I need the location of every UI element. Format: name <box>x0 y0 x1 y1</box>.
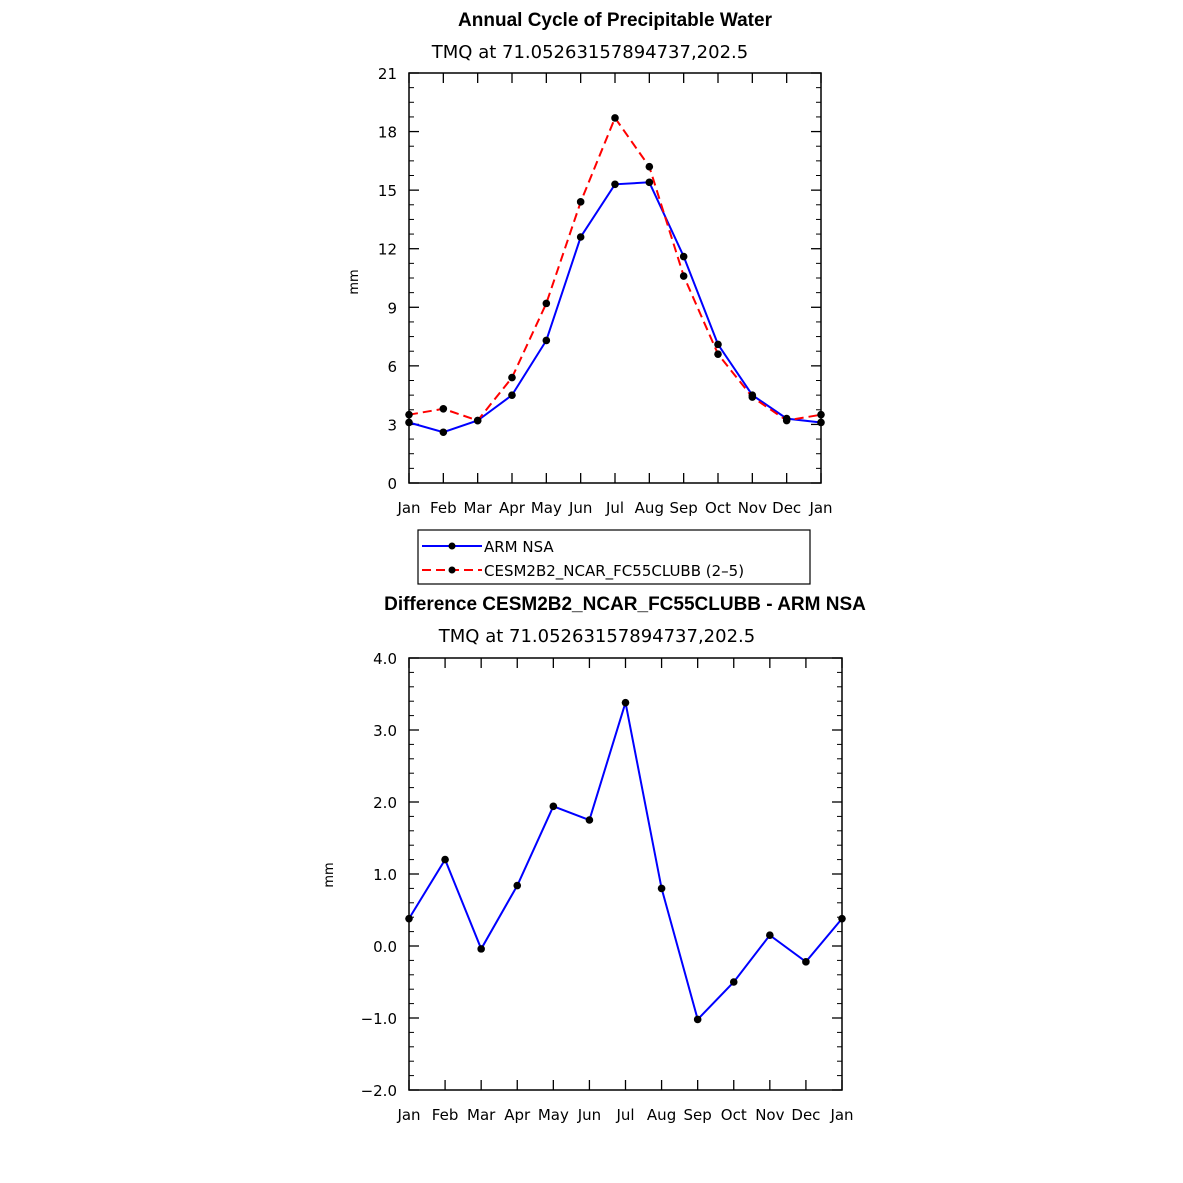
data-point-series-1 <box>714 350 722 358</box>
data-point-series-1 <box>679 272 688 280</box>
x-tick-label: Jun <box>568 499 592 517</box>
y-axis-label: mm <box>347 269 362 294</box>
x-tick-label: Aug <box>647 1106 676 1124</box>
x-tick-label: Jan <box>396 1106 420 1124</box>
chart-subtitle: TMQ at 71.05263157894737,202.5 <box>431 42 748 63</box>
x-tick-label: Jan <box>808 499 832 517</box>
x-tick-label: Jul <box>615 1106 634 1124</box>
data-point-series-0 <box>838 914 846 923</box>
annual-cycle-plot: Annual Cycle of Precipitable Water TMQ a… <box>347 10 833 517</box>
data-point-series-1 <box>748 393 757 401</box>
data-point-series-0 <box>729 978 738 986</box>
x-tick-label: Mar <box>464 499 493 517</box>
data-point-series-0 <box>549 802 558 811</box>
data-point-series-0 <box>611 180 619 189</box>
y-axis-label-difference: mm <box>322 862 337 887</box>
data-point-series-1 <box>645 162 654 171</box>
y-tick-label: 21 <box>378 65 397 83</box>
data-point-series-0 <box>802 958 810 966</box>
x-tick-label: Nov <box>738 499 767 517</box>
legend-box <box>417 529 811 585</box>
x-tick-label: Jan <box>396 499 420 517</box>
y-tick-label: 6 <box>387 358 397 376</box>
legend-marker-cesm <box>448 566 456 574</box>
x-tick-label: Feb <box>430 499 457 517</box>
series-line-0 <box>408 702 843 1022</box>
x-tick-label: May <box>531 499 562 517</box>
x-tick-label: Jun <box>577 1106 601 1124</box>
y-tick-label: −1.0 <box>361 1010 397 1028</box>
data-point-series-1 <box>782 416 791 425</box>
legend-label-arm-nsa: ARM NSA <box>484 538 554 556</box>
x-tick-label: Aug <box>635 499 664 517</box>
y-tick-label: 1.0 <box>373 866 397 884</box>
x-tick-label: Feb <box>432 1106 459 1124</box>
data-point-series-1 <box>576 198 585 206</box>
x-tick-label: Oct <box>705 499 731 517</box>
y-tick-label: 0 <box>387 475 397 493</box>
difference-plot: Difference CESM2B2_NCAR_FC55CLUBB - ARM … <box>322 594 866 1124</box>
y-tick-label: −2.0 <box>361 1082 397 1100</box>
data-point-series-1 <box>439 405 448 413</box>
chart-title: Annual Cycle of Precipitable Water <box>458 10 773 31</box>
x-tick-label: Mar <box>467 1106 496 1124</box>
plot-frame <box>408 72 822 484</box>
y-tick-label: 0.0 <box>373 938 397 956</box>
series-line-0 <box>408 181 822 434</box>
data-point-series-0 <box>693 1015 702 1024</box>
data-point-series-0 <box>477 945 485 953</box>
y-tick-label: 9 <box>387 299 397 317</box>
series-line-1 <box>408 115 822 422</box>
data-point-series-0 <box>585 816 594 824</box>
data-point-series-0 <box>542 336 551 345</box>
data-point-series-1 <box>542 299 551 308</box>
chart-title-difference: Difference CESM2B2_NCAR_FC55CLUBB - ARM … <box>384 594 866 615</box>
legend-marker-arm-nsa <box>448 542 456 550</box>
data-point-series-0 <box>576 233 585 241</box>
x-tick-label: Sep <box>670 499 698 517</box>
x-tick-label: Dec <box>772 499 801 517</box>
x-tick-label: May <box>538 1106 569 1124</box>
data-point-series-0 <box>714 340 722 349</box>
data-point-series-1 <box>817 410 825 419</box>
data-point-series-0 <box>621 698 630 707</box>
data-point-series-0 <box>405 914 413 923</box>
x-tick-label: Jan <box>829 1106 853 1124</box>
x-tick-label: Apr <box>499 499 526 517</box>
y-tick-label: 2.0 <box>373 794 397 812</box>
data-point-series-0 <box>766 931 774 939</box>
y-tick-label: 3.0 <box>373 722 397 740</box>
data-point-series-0 <box>405 418 413 427</box>
x-tick-label: Oct <box>721 1106 747 1124</box>
y-tick-label: 15 <box>378 182 397 200</box>
y-tick-label: 12 <box>378 241 397 259</box>
x-tick-label: Sep <box>684 1106 712 1124</box>
y-tick-label: 4.0 <box>373 650 397 668</box>
data-point-series-0 <box>817 418 825 427</box>
data-point-series-1 <box>405 410 413 419</box>
y-tick-label: 18 <box>378 124 397 142</box>
data-point-series-0 <box>657 884 666 893</box>
chart-subtitle-difference: TMQ at 71.05263157894737,202.5 <box>438 626 755 647</box>
x-tick-label: Dec <box>791 1106 820 1124</box>
x-tick-label: Jul <box>605 499 624 517</box>
data-point-series-0 <box>439 428 448 437</box>
x-tick-label: Apr <box>504 1106 531 1124</box>
legend-label-cesm: CESM2B2_NCAR_FC55CLUBB (2–5) <box>484 562 744 581</box>
data-point-series-0 <box>508 391 516 399</box>
data-point-series-1 <box>473 416 482 425</box>
plot-frame <box>408 657 843 1091</box>
data-point-series-0 <box>679 252 688 261</box>
data-point-series-0 <box>513 881 522 890</box>
data-point-series-0 <box>645 178 654 187</box>
x-tick-label: Nov <box>755 1106 784 1124</box>
legend: ARM NSA CESM2B2_NCAR_FC55CLUBB (2–5) <box>417 529 811 585</box>
data-point-series-1 <box>508 373 516 382</box>
data-point-series-0 <box>441 855 449 864</box>
y-tick-label: 3 <box>387 416 397 434</box>
data-point-series-1 <box>611 114 619 122</box>
